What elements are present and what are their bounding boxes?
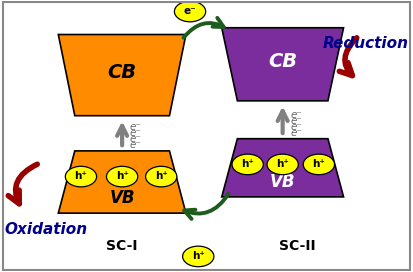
Polygon shape	[58, 151, 186, 213]
Circle shape	[174, 1, 206, 22]
Text: CB: CB	[268, 52, 297, 71]
Text: e⁻: e⁻	[290, 122, 302, 132]
Text: SC-I: SC-I	[107, 239, 138, 253]
Text: h⁺: h⁺	[312, 159, 325, 169]
Text: e⁻: e⁻	[130, 140, 141, 150]
Text: Oxidation: Oxidation	[5, 222, 88, 237]
Text: CB: CB	[107, 63, 137, 82]
Circle shape	[267, 154, 298, 175]
Circle shape	[183, 246, 214, 267]
Text: h⁺: h⁺	[276, 159, 289, 169]
Text: h⁺: h⁺	[192, 251, 205, 261]
Text: Reduction: Reduction	[322, 36, 408, 51]
Text: e⁻: e⁻	[130, 122, 141, 132]
Polygon shape	[58, 35, 186, 116]
Text: SC-II: SC-II	[279, 239, 316, 253]
Text: VB: VB	[109, 189, 135, 207]
Polygon shape	[222, 28, 344, 101]
Text: h⁺: h⁺	[74, 171, 88, 181]
Text: e⁻: e⁻	[130, 128, 141, 138]
Circle shape	[303, 154, 335, 175]
Text: h⁺: h⁺	[155, 171, 168, 181]
Text: h⁺: h⁺	[241, 159, 254, 169]
Circle shape	[65, 166, 97, 187]
Text: e⁻: e⁻	[290, 128, 302, 138]
Circle shape	[145, 166, 177, 187]
Text: VB: VB	[270, 173, 295, 191]
Text: e⁻: e⁻	[184, 6, 196, 16]
Text: h⁺: h⁺	[116, 171, 128, 181]
Polygon shape	[222, 139, 344, 197]
Text: e⁻: e⁻	[130, 134, 141, 144]
Text: e⁻: e⁻	[290, 116, 302, 126]
Circle shape	[107, 166, 138, 187]
Circle shape	[232, 154, 263, 175]
Text: e⁻: e⁻	[290, 110, 302, 120]
